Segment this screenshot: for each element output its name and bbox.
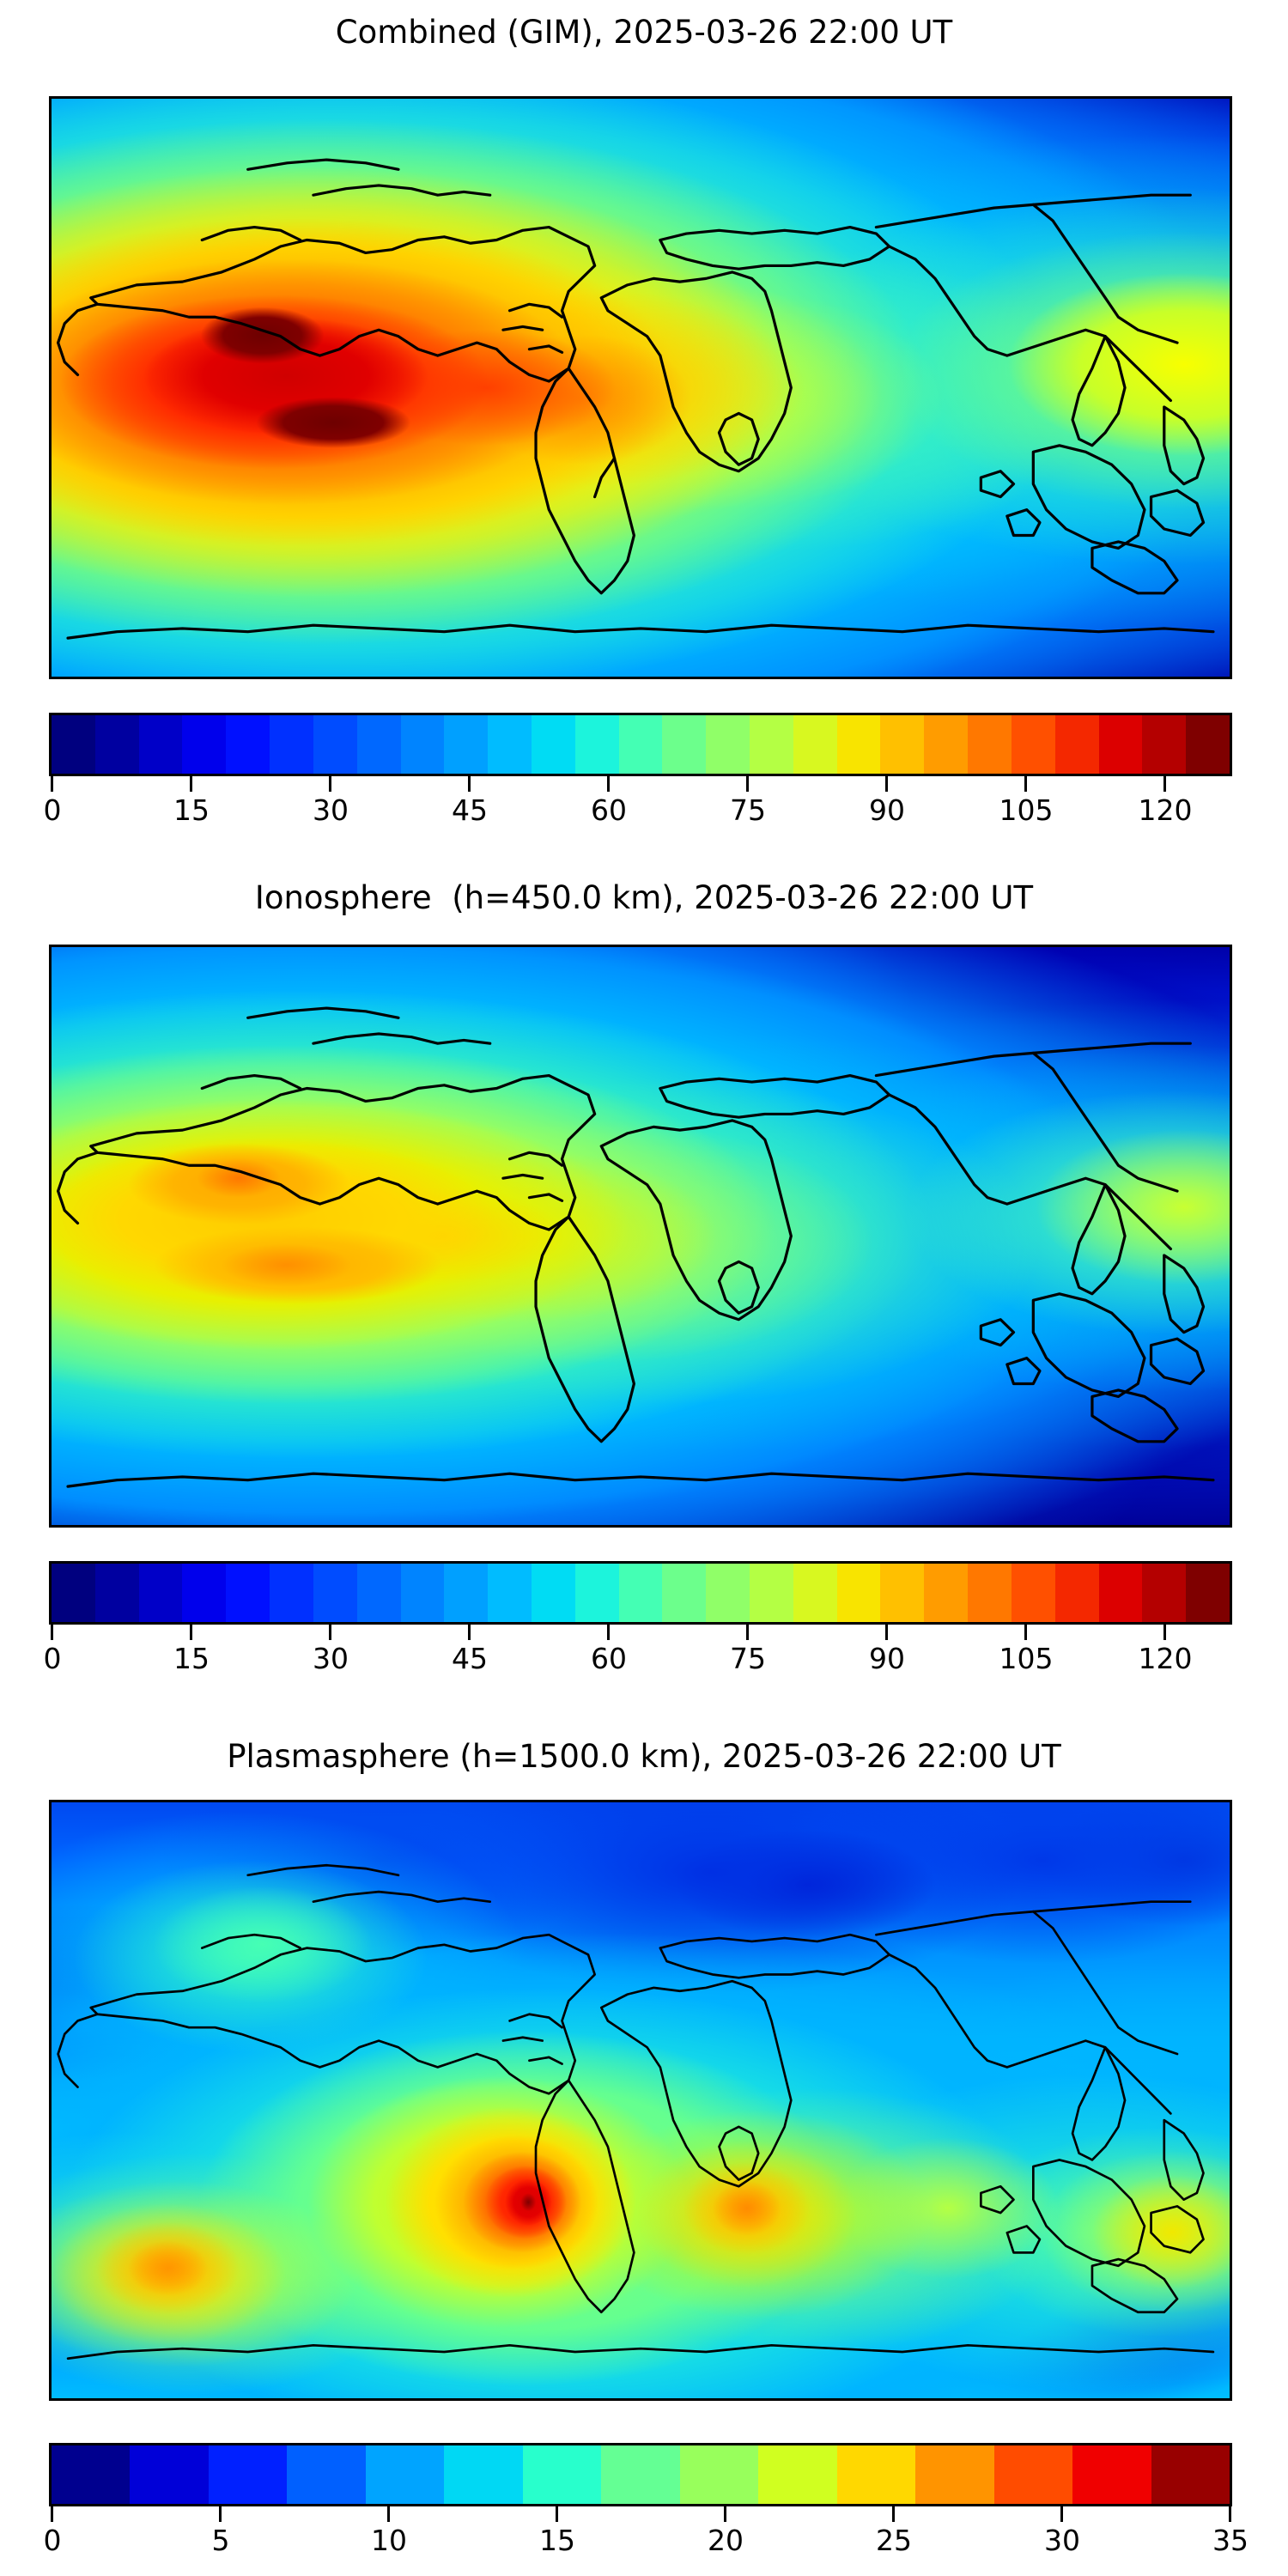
colorbar-ionosphere: 0 15 30 45 60 75 90 105 120 [44, 1561, 1232, 1675]
map-axes-plasmasphere [49, 1800, 1232, 2401]
panel-title-combined-gim: Combined (GIM), 2025-03-26 22:00 UT [335, 14, 953, 51]
map-field-combined-gim [52, 99, 1230, 677]
colorbar-tick-label: 90 [869, 793, 905, 827]
map-axes-combined-gim [49, 96, 1232, 679]
colorbar-gradient-combined [49, 713, 1232, 776]
colorbar-tick-label: 60 [591, 793, 627, 827]
colorbar-tick-label: 30 [313, 793, 349, 827]
colorbar-tick-label: 10 [371, 2524, 407, 2557]
colorbar-tick-label: 0 [43, 1642, 62, 1675]
colorbar-tick-label: 75 [730, 1642, 766, 1675]
colorbar-combined-gim: 0 15 30 45 60 75 90 105 120 [44, 713, 1232, 827]
tec-contour-field-combined [52, 99, 1230, 677]
colorbar-ticks-plasmasphere: 0 5 10 15 20 25 30 35 [44, 2506, 1249, 2558]
colorbar-tick-label: 30 [1044, 2524, 1080, 2557]
colorbar-plasmasphere: 0 5 10 15 20 25 30 35 [44, 2443, 1249, 2557]
map-field-plasmasphere [52, 1802, 1230, 2398]
tec-contour-field-plasmasphere [52, 1802, 1230, 2398]
colorbar-tick-label: 5 [211, 2524, 230, 2557]
colorbar-tick-label: 60 [591, 1642, 627, 1675]
colorbar-tick-label: 120 [1138, 793, 1193, 827]
coastlines-combined [57, 158, 1215, 640]
colorbar-tick-label: 20 [708, 2524, 744, 2557]
panel-title-plasmasphere: Plasmasphere (h=1500.0 km), 2025-03-26 2… [227, 1738, 1061, 1775]
colorbar-tick-label: 15 [173, 793, 210, 827]
map-axes-ionosphere [49, 945, 1232, 1528]
coastlines-plasmasphere [57, 1863, 1215, 2360]
colorbar-gradient-plasmasphere [49, 2443, 1232, 2506]
colorbar-tick-label: 105 [999, 793, 1054, 827]
colorbar-ticks-ionosphere: 0 15 30 45 60 75 90 105 120 [44, 1625, 1232, 1676]
tec-contour-field-ionosphere [52, 947, 1230, 1525]
colorbar-tick-label: 35 [1212, 2524, 1249, 2557]
panel-title-ionosphere: Ionosphere (h=450.0 km), 2025-03-26 22:0… [254, 879, 1034, 916]
colorbar-tick-label: 45 [452, 793, 488, 827]
colorbar-tick-label: 0 [43, 793, 62, 827]
colorbar-tick-label: 0 [43, 2524, 62, 2557]
colorbar-tick-label: 120 [1138, 1642, 1193, 1675]
colorbar-tick-label: 15 [173, 1642, 210, 1675]
coastlines-ionosphere [57, 1006, 1215, 1488]
colorbar-ticks-combined: 0 15 30 45 60 75 90 105 120 [44, 776, 1232, 828]
colorbar-tick-label: 90 [869, 1642, 905, 1675]
colorbar-tick-label: 75 [730, 793, 766, 827]
colorbar-tick-label: 30 [313, 1642, 349, 1675]
map-field-ionosphere [52, 947, 1230, 1525]
colorbar-tick-label: 45 [452, 1642, 488, 1675]
colorbar-tick-label: 105 [999, 1642, 1054, 1675]
colorbar-tick-label: 25 [876, 2524, 912, 2557]
colorbar-tick-label: 15 [539, 2524, 575, 2557]
colorbar-gradient-ionosphere [49, 1561, 1232, 1625]
